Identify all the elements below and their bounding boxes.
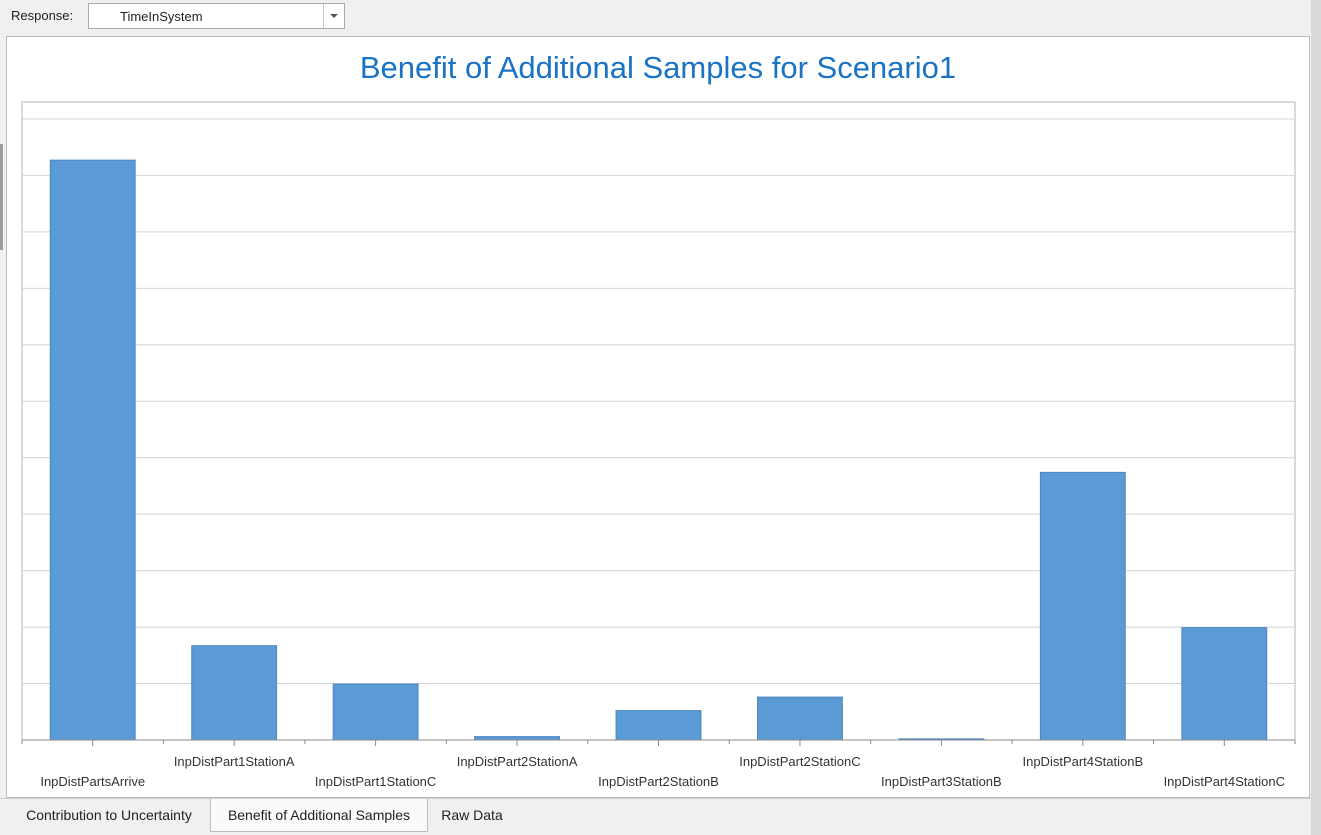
chart-title: Benefit of Additional Samples for Scenar… — [360, 50, 956, 85]
bar — [615, 710, 702, 741]
x-tick-label: InpDistPart4StationB — [1022, 754, 1143, 769]
bar — [49, 159, 136, 741]
x-tick-label: InpDistPart2StationB — [598, 774, 719, 789]
x-tick-label: InpDistPartsArrive — [40, 774, 145, 789]
bar — [191, 645, 278, 741]
x-tick-label: InpDistPart2StationA — [457, 754, 578, 769]
dropdown-button[interactable] — [323, 4, 344, 28]
x-tick-label: InpDistPart1StationC — [315, 774, 436, 789]
right-panel-edge — [1311, 0, 1321, 835]
chevron-down-icon — [330, 14, 338, 18]
x-tick-label: InpDistPart1StationA — [174, 754, 295, 769]
x-tick-label: InpDistPart4StationC — [1164, 774, 1285, 789]
left-splitter-grip[interactable] — [0, 144, 3, 250]
x-tick-label: InpDistPart2StationC — [739, 754, 860, 769]
tab-benefit-of-additional-samples[interactable]: Benefit of Additional Samples — [210, 799, 428, 832]
bars — [49, 159, 1268, 741]
tab-raw-data[interactable]: Raw Data — [441, 807, 503, 823]
tab-contribution-to-uncertainty[interactable]: Contribution to Uncertainty — [26, 807, 192, 823]
x-tick-labels: InpDistPartsArrive InpDistPart1StationA In… — [40, 754, 1285, 789]
response-select[interactable]: TimeInSystem — [88, 3, 345, 29]
x-ticks — [21, 740, 1296, 746]
bar — [757, 696, 843, 741]
bar — [474, 736, 560, 741]
tab-bar: Contribution to Uncertainty Benefit of A… — [0, 798, 1311, 835]
response-value: TimeInSystem — [120, 9, 203, 24]
bar — [1181, 627, 1268, 741]
bar-chart: Benefit of Additional Samples for Scenar… — [21, 50, 1296, 789]
toolbar: Response: TimeInSystem — [0, 0, 1321, 34]
x-tick-label: InpDistPart3StationB — [881, 774, 1002, 789]
bar — [1039, 471, 1126, 741]
bar — [332, 683, 419, 741]
response-label: Response: — [11, 8, 74, 23]
